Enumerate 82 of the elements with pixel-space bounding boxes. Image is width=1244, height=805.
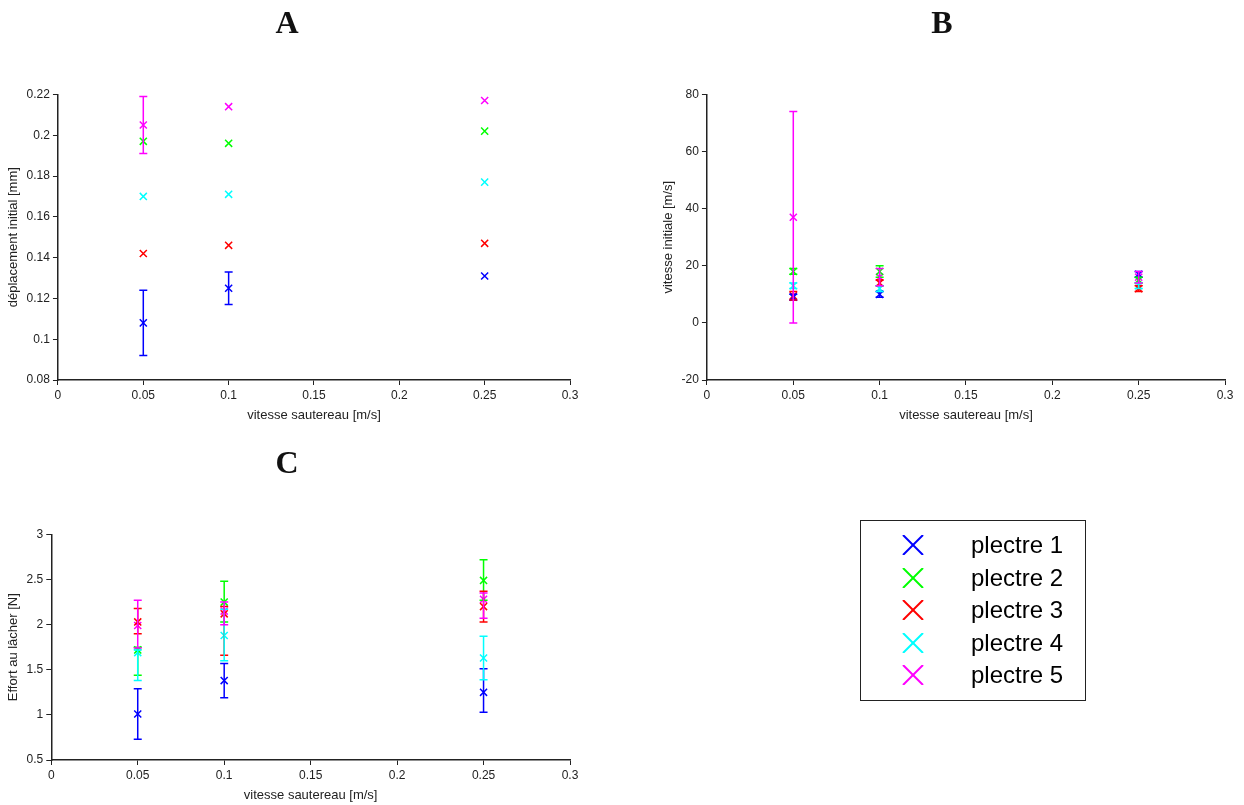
chart-title: A <box>275 4 299 41</box>
point <box>480 239 489 248</box>
point <box>133 617 143 627</box>
legend-label: plectre 5 <box>971 661 1064 690</box>
y-tick-label: 80 <box>685 86 700 101</box>
x-tick-label: 0.1 <box>215 767 233 782</box>
y-tick-label: 0 <box>692 315 700 330</box>
point <box>224 241 233 250</box>
x-tick-label: 0.2 <box>390 387 408 402</box>
x-tick-label: 0.15 <box>954 387 978 402</box>
y-tick-label: 0.16 <box>26 209 51 224</box>
y-axis-title: Effort au lâcher [N] <box>5 593 21 702</box>
point <box>480 96 489 105</box>
point <box>479 688 488 697</box>
y-tick-label: 0.14 <box>26 249 51 264</box>
x-tick-label: 0.05 <box>131 387 156 402</box>
point <box>224 139 233 148</box>
point <box>219 597 229 607</box>
point <box>224 102 233 111</box>
x-tick-label: 0.05 <box>781 387 806 402</box>
y-tick-label: 0.08 <box>26 372 51 387</box>
x-tick-label: 0.25 <box>471 767 496 782</box>
x-axis-title: vitesse sautereau [m/s] <box>243 786 378 802</box>
legend-label: plectre 3 <box>971 596 1064 625</box>
point <box>133 621 143 630</box>
point <box>139 120 148 130</box>
y-tick-label: 40 <box>685 200 700 215</box>
point <box>139 137 148 146</box>
legend-label: plectre 4 <box>971 628 1064 657</box>
point <box>480 177 489 187</box>
x-tick-label: 0.05 <box>126 767 150 782</box>
y-tick-label: 2 <box>36 616 44 631</box>
x-tick-label: 0.3 <box>561 767 579 782</box>
point <box>224 283 233 293</box>
x-tick-label: 0.1 <box>220 387 238 402</box>
x-tick-label: 0.25 <box>1126 387 1151 402</box>
point <box>224 190 233 199</box>
y-tick-label: 60 <box>685 143 700 158</box>
point <box>139 318 148 328</box>
y-tick-label: 20 <box>685 258 700 273</box>
x-tick-label: 0.3 <box>1216 387 1234 402</box>
x-tick-label: 0 <box>54 387 62 402</box>
point <box>479 602 488 611</box>
point <box>479 653 488 663</box>
y-tick-label: 1.5 <box>26 662 44 677</box>
point <box>480 271 489 281</box>
y-tick-label: 2.5 <box>26 571 44 586</box>
x-tick-label: 0.15 <box>302 387 326 402</box>
y-tick-label: 0.1 <box>33 331 51 346</box>
y-tick-label: 0.22 <box>26 86 51 101</box>
y-tick-label: 0.12 <box>26 290 51 305</box>
y-tick-label: 0.2 <box>33 127 51 142</box>
point <box>219 676 229 685</box>
x-axis-title: vitesse sautereau [m/s] <box>247 406 381 422</box>
x-tick-label: 0.3 <box>561 387 579 402</box>
x-tick-label: 0 <box>703 387 711 402</box>
y-tick-label: 3 <box>36 526 44 541</box>
chart-title: C <box>275 444 299 481</box>
point <box>789 212 798 222</box>
point <box>139 249 148 258</box>
x-tick-label: 0.2 <box>1043 387 1061 402</box>
legend-label: plectre 2 <box>971 563 1064 592</box>
y-tick-label: 1 <box>36 707 44 722</box>
x-tick-label: 0.1 <box>871 387 889 402</box>
x-tick-label: 0.2 <box>388 767 406 782</box>
y-tick-label: 0.5 <box>26 752 44 767</box>
point <box>479 595 488 604</box>
y-axis-title: déplacement initial [mm] <box>5 167 21 308</box>
x-tick-label: 0.25 <box>472 387 497 402</box>
point <box>139 192 148 201</box>
point <box>480 126 489 136</box>
point <box>479 576 488 585</box>
x-tick-label: 0.15 <box>298 767 323 782</box>
chart-title: B <box>931 4 953 41</box>
y-tick-label: -20 <box>681 372 700 387</box>
y-tick-label: 0.18 <box>26 168 51 183</box>
y-axis-title: vitesse initiale [m/s] <box>660 180 676 294</box>
point <box>133 709 143 719</box>
point <box>875 272 884 282</box>
point <box>219 631 229 640</box>
x-axis-title: vitesse sautereau [m/s] <box>899 406 1033 422</box>
legend-label: plectre 1 <box>971 531 1064 560</box>
